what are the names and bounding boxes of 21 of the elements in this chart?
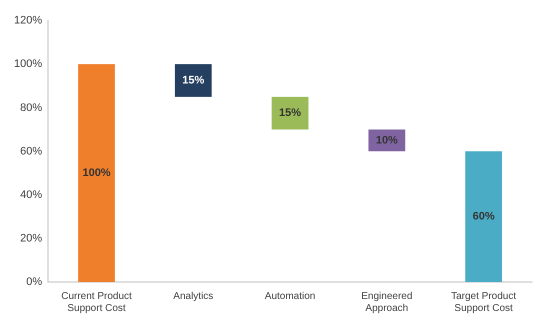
y-tick-label: 100% (14, 58, 42, 70)
y-tick-label: 40% (20, 188, 42, 201)
y-tick-label: 120% (14, 14, 42, 27)
x-tick-label: Target Product Support Cost (451, 290, 516, 314)
bar (272, 96, 308, 130)
data-label: 15% (182, 74, 205, 87)
bar (78, 64, 115, 282)
data-label: 60% (472, 210, 495, 223)
y-tick-label: 80% (20, 102, 42, 114)
bar (465, 151, 502, 282)
y-tick-label: 60% (20, 145, 42, 158)
x-tick-label: Automation (264, 290, 316, 302)
y-tick-label: 20% (20, 232, 42, 244)
data-label: 15% (279, 107, 302, 120)
y-tick-label: 0% (26, 276, 42, 288)
x-tick-label: Current Product Support Cost (61, 290, 132, 314)
x-tick-label: Analytics (173, 290, 214, 302)
data-label: 10% (376, 134, 398, 146)
x-tick-label: Engineered Approach (361, 290, 412, 314)
data-label: 100% (82, 167, 111, 180)
bar (174, 64, 212, 97)
